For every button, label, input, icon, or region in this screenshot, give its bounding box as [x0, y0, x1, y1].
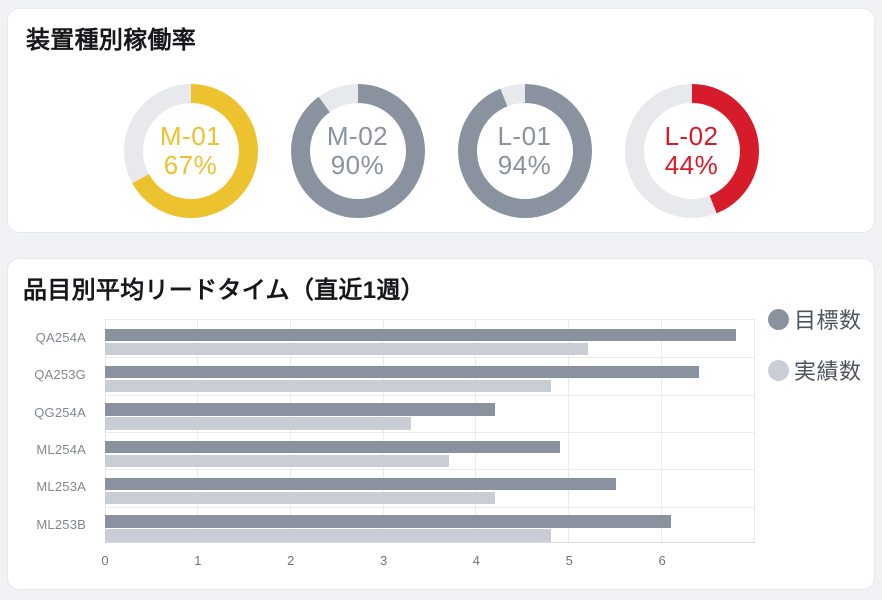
donut-gauge-m-01: M-01 67%: [123, 84, 258, 218]
donut-gauge-l-02: L-02 44%: [624, 84, 759, 218]
donut-gauge-label: L-01: [497, 120, 552, 151]
donut-hole: [643, 103, 740, 199]
gridline-horizontal: [105, 469, 755, 471]
utilization-card-title: 装置種別稼働率: [26, 27, 197, 54]
gridline-vertical: [475, 320, 477, 542]
bar-actual-qa254a: [105, 342, 588, 355]
bar-actual-ml253b: [105, 529, 551, 542]
donut-gauge-value: 44%: [664, 150, 719, 180]
donut-gauge-value: 90%: [330, 150, 385, 180]
category-label-qg254a: QG254A: [34, 404, 86, 420]
category-label-qa253g: QA253G: [34, 367, 86, 383]
donut-hole: [142, 103, 239, 199]
category-label-ml253a: ML253A: [36, 479, 86, 495]
bar-actual-qg254a: [105, 417, 412, 430]
donut-hole: [476, 103, 573, 199]
legend-circle-icon: [768, 359, 789, 381]
leadtime-card-title: 品目別平均リードタイム（直近1週）: [23, 277, 425, 304]
gridline-vertical: [289, 320, 291, 542]
x-tick-label-5: 5: [565, 553, 573, 568]
donut-hole: [309, 103, 406, 199]
gridline-vertical: [382, 320, 384, 542]
x-tick-label-0: 0: [101, 553, 109, 568]
utilization-card: 装置種別稼働率 M-01 67% M-02 90% L-01 94% L-02 44%: [7, 8, 875, 233]
donut-gauge-m-02: M-02 90%: [290, 84, 425, 218]
donut-gauge-value: 67%: [163, 150, 218, 180]
donut-gauge-text: M-02 90%: [291, 84, 425, 218]
donut-gauge-label: M-01: [159, 120, 222, 151]
bar-target-qg254a: [105, 403, 495, 416]
bar-target-ml253a: [105, 477, 616, 491]
bar-actual-qa253g: [105, 379, 551, 393]
bar-actual-ml254a: [105, 454, 449, 467]
gridline-horizontal: [105, 394, 755, 396]
category-axis-labels: QA254A QA253G QG254A ML254A ML253A ML253B: [8, 319, 98, 543]
bar-target-ml253b: [105, 515, 672, 528]
legend-item-target: 目標数: [768, 303, 862, 335]
gridline-vertical: [754, 320, 755, 542]
gridline-horizontal: [105, 432, 755, 433]
leadtime-card: 品目別平均リードタイム（直近1週） 目標数実績数 QA254A QA253G QG2…: [7, 258, 875, 590]
x-tick-label-1: 1: [194, 553, 202, 568]
donut-gauge-row: M-01 67% M-02 90% L-01 94% L-02 44%: [8, 84, 874, 218]
bar-target-ml254a: [105, 440, 560, 453]
bar-actual-ml253a: [105, 491, 495, 505]
donut-gauge-text: L-02 44%: [625, 84, 759, 218]
legend-item-actual: 実績数: [768, 354, 862, 386]
bar-chart-plot-area: [105, 319, 755, 543]
gridline-horizontal: [105, 357, 755, 359]
gridline-vertical: [661, 320, 663, 542]
chart-legend: 目標数 実績数: [768, 303, 862, 405]
category-label-ml253b: ML253B: [36, 516, 86, 532]
donut-gauge-label: L-02: [664, 120, 719, 151]
category-label-ml254a: ML254A: [36, 442, 86, 458]
donut-gauge-text: L-01 94%: [458, 84, 592, 218]
legend-label: 実績数: [794, 359, 862, 384]
value-axis-labels: 0 1 2 3 4 5 6: [101, 553, 755, 573]
bar-target-qa254a: [105, 328, 737, 341]
donut-gauge-text: M-01 67%: [124, 84, 258, 218]
x-tick-label-6: 6: [658, 553, 666, 568]
category-label-qa254a: QA254A: [35, 330, 86, 346]
y-axis-line: [105, 320, 106, 542]
legend-label: 目標数: [794, 308, 862, 333]
legend-circle-icon: [768, 308, 789, 330]
gridline-vertical: [568, 320, 570, 542]
x-tick-label-2: 2: [287, 553, 295, 568]
x-tick-label-4: 4: [472, 553, 481, 568]
bar-target-qa253g: [105, 365, 700, 379]
x-tick-label-3: 3: [379, 553, 388, 568]
donut-gauge-label: M-02: [326, 120, 389, 151]
donut-gauge-value: 94%: [497, 150, 552, 180]
gridline-vertical: [196, 320, 198, 542]
gridline-horizontal: [105, 506, 755, 508]
donut-gauge-l-01: L-01 94%: [457, 84, 592, 218]
